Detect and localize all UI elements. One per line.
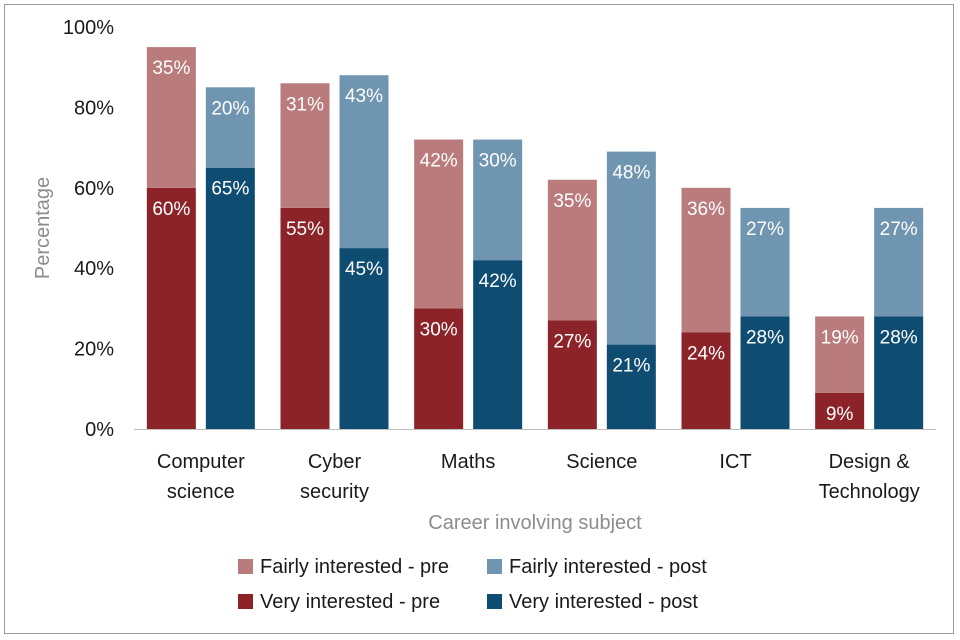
- bar-segment-fairly-pre: [414, 139, 464, 309]
- bar-segment-very-pre: [815, 392, 865, 429]
- legend-swatch: [238, 559, 253, 574]
- legend-label: Fairly interested - pre: [260, 556, 449, 578]
- y-axis-title: Percentage: [32, 177, 54, 279]
- y-tick-label: 0%: [85, 419, 114, 441]
- data-label: 55%: [286, 219, 324, 240]
- data-label: 35%: [553, 191, 591, 212]
- data-label: 24%: [687, 344, 725, 365]
- data-label: 36%: [687, 199, 725, 220]
- bar-segment-fairly-pre: [146, 47, 196, 188]
- bar-segment-very-post: [606, 344, 656, 429]
- bar-segment-very-pre: [146, 187, 196, 429]
- legend-swatch: [487, 559, 502, 574]
- bar-segment-very-post: [740, 316, 790, 429]
- bar-segment-very-pre: [414, 308, 464, 429]
- y-tick-label: 20%: [74, 339, 114, 361]
- x-category-label: Computer: [157, 451, 245, 473]
- x-category-label: science: [167, 481, 235, 503]
- bar-segment-fairly-pre: [815, 316, 865, 393]
- data-label: 20%: [211, 98, 249, 119]
- legend-swatch: [487, 594, 502, 609]
- y-tick-label: 100%: [63, 17, 114, 39]
- x-category-label: Science: [566, 451, 637, 473]
- data-label: 42%: [420, 151, 458, 172]
- data-label: 27%: [553, 331, 591, 352]
- bar-segment-very-post: [205, 167, 255, 429]
- data-label: 9%: [826, 404, 854, 425]
- x-category-label: security: [300, 481, 369, 503]
- bar-segment-very-pre: [547, 320, 597, 429]
- y-tick-label: 80%: [74, 97, 114, 119]
- bar-segment-fairly-post: [874, 207, 924, 317]
- data-label: 28%: [880, 327, 918, 348]
- legend-swatch: [238, 594, 253, 609]
- data-label: 35%: [152, 58, 190, 79]
- y-tick-label: 60%: [74, 178, 114, 200]
- bar-segment-very-pre: [681, 332, 731, 429]
- x-category-label: ICT: [719, 451, 751, 473]
- data-label: 31%: [286, 94, 324, 115]
- bar-segment-fairly-post: [606, 151, 656, 345]
- x-category-label: Maths: [441, 451, 495, 473]
- x-category-label: Technology: [819, 481, 920, 503]
- data-label: 43%: [345, 86, 383, 107]
- data-label: 27%: [880, 219, 918, 240]
- x-category-label: Design &: [829, 451, 911, 473]
- data-label: 28%: [746, 327, 784, 348]
- bar-segment-fairly-post: [339, 75, 389, 249]
- y-tick-label: 40%: [74, 258, 114, 280]
- legend-label: Fairly interested - post: [509, 556, 707, 578]
- data-label: 65%: [211, 179, 249, 200]
- data-label: 30%: [479, 151, 517, 172]
- x-category-label: Cyber: [308, 451, 362, 473]
- data-label: 27%: [746, 219, 784, 240]
- bar-segment-fairly-post: [473, 139, 523, 261]
- bar-segment-fairly-post: [740, 207, 790, 317]
- bar-segment-fairly-pre: [547, 179, 597, 321]
- data-label: 21%: [612, 356, 650, 377]
- x-axis-title: Career involving subject: [428, 512, 642, 534]
- data-label: 30%: [420, 319, 458, 340]
- bar-segment-very-post: [473, 260, 523, 429]
- bar-segment-very-post: [874, 316, 924, 429]
- legend-label: Very interested - pre: [260, 591, 440, 613]
- legend-label: Very interested - post: [509, 591, 698, 613]
- bar-segment-fairly-pre: [681, 187, 731, 333]
- data-label: 60%: [152, 199, 190, 220]
- data-label: 48%: [612, 163, 650, 184]
- data-label: 42%: [479, 271, 517, 292]
- bar-segment-very-post: [339, 248, 389, 429]
- data-label: 45%: [345, 259, 383, 280]
- data-label: 19%: [821, 327, 859, 348]
- bar-segment-fairly-post: [205, 87, 255, 168]
- bar-segment-very-pre: [280, 207, 330, 429]
- bar-segment-fairly-pre: [280, 83, 330, 208]
